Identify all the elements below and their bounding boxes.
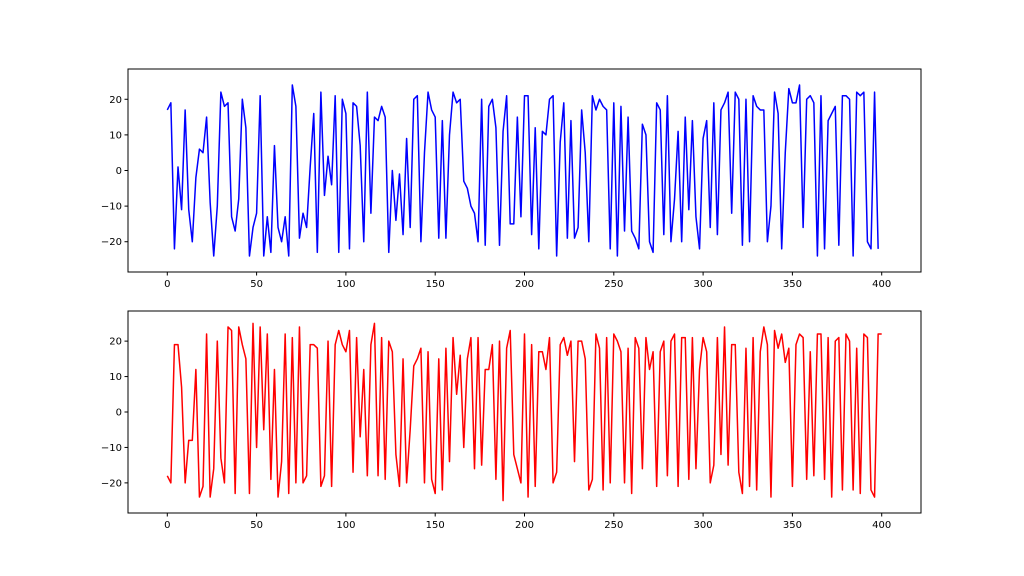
top-line-chart: 0 50 100 150 200 250 300 350 400 −20 −10 0 10 20 [101, 68, 922, 290]
top-y-tick-label: 20 [109, 95, 122, 106]
bottom-x-tick-label: 250 [604, 520, 623, 531]
top-x-tick-label: 50 [250, 279, 263, 290]
top-y-tick-label: −10 [101, 202, 122, 213]
bottom-x-tick-label: 100 [336, 520, 355, 531]
top-x-tick-label: 350 [783, 279, 802, 290]
bottom-series-line [166, 322, 882, 502]
top-x-tick-label: 0 [164, 279, 170, 290]
bottom-y-tick-label: 20 [109, 337, 122, 348]
top-x-tick-label: 150 [426, 279, 445, 290]
top-x-tick-label: 300 [694, 279, 713, 290]
bottom-x-tick-label: 50 [250, 520, 263, 531]
bottom-x-tick-label: 0 [164, 520, 170, 531]
top-series-line [166, 84, 879, 257]
bottom-x-tick-label: 350 [783, 520, 802, 531]
top-x-tick-label: 200 [515, 279, 534, 290]
bottom-x-tick-label: 300 [694, 520, 713, 531]
bottom-y-tick-label: 10 [109, 372, 122, 383]
top-x-tick-label: 250 [604, 279, 623, 290]
bottom-line-chart: 0 50 100 150 200 250 300 350 400 −20 −10 0 10 20 [101, 310, 922, 531]
top-x-tick-label: 100 [336, 279, 355, 290]
bottom-y-tick-label: −20 [101, 478, 122, 489]
bottom-x-tick-label: 200 [515, 520, 534, 531]
top-y-tick-label: 0 [116, 166, 122, 177]
top-y-tick-label: −20 [101, 237, 122, 248]
top-y-tick-label: 10 [109, 130, 122, 141]
bottom-y-tick-label: −10 [101, 443, 122, 454]
bottom-y-tick-label: 0 [116, 408, 122, 419]
bottom-x-tick-label: 150 [426, 520, 445, 531]
top-x-tick-label: 400 [872, 279, 891, 290]
bottom-x-tick-label: 400 [872, 520, 891, 531]
